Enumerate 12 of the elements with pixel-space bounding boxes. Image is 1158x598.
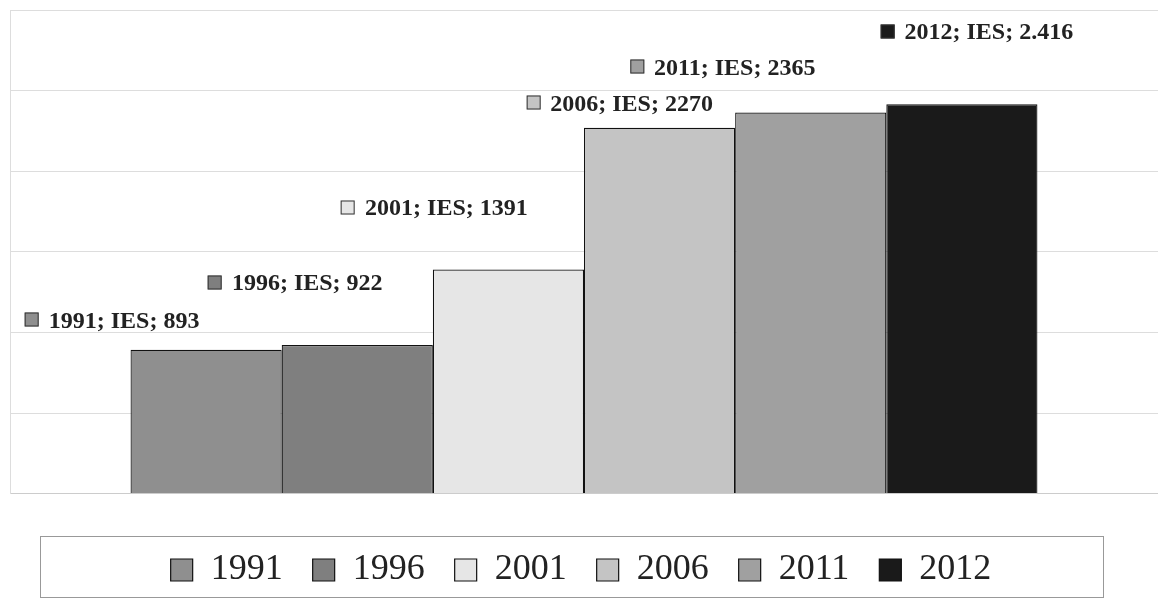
- data-label: 2001; IES; 1391: [365, 193, 528, 221]
- legend-label: 1996: [352, 547, 425, 588]
- legend-label: 1991: [210, 547, 283, 588]
- legend-label: 2011: [778, 547, 850, 588]
- legend-label: 2001: [494, 547, 567, 588]
- legend-label: 2006: [636, 547, 709, 588]
- legend-label: 2012: [919, 547, 992, 588]
- data-label: 2012; IES; 2.416: [904, 17, 1074, 45]
- data-label: 1996; IES; 922: [231, 268, 383, 296]
- data-label: 2011; IES; 2365: [654, 53, 816, 81]
- data-label: 1991; IES; 893: [48, 306, 200, 334]
- data-label: 2006; IES; 2270: [550, 89, 713, 117]
